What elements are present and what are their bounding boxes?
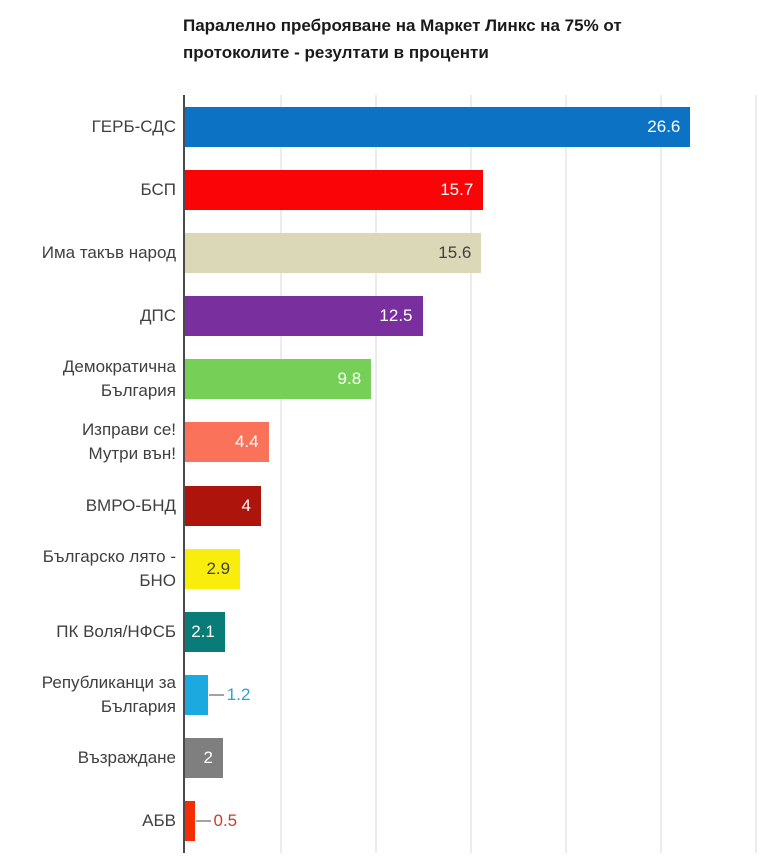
chart-row: Възраждане 2 [0,727,768,790]
bar: 2.9 [185,548,241,589]
chart-row: ПК Воля/НФСБ 2.1 [0,600,768,663]
chart-row: БСП 15.7 [0,158,768,221]
gridline [375,95,377,853]
chart-row: Демократична България 9.8 [0,348,768,411]
value-label: 0.5 [213,811,238,831]
category-label: АБВ [142,811,176,831]
category-label: Възраждане [77,748,176,768]
bar: 26.6 [185,106,691,147]
bar-group: 2.9 [185,548,241,589]
chart-row: Изправи се! Мутри вън! 4.4 [0,411,768,474]
bar-group: 26.6 [185,106,691,147]
chart-row: АБВ 0.5 [0,790,768,853]
bar-group: 4.4 [185,422,269,463]
category-label: ПК Воля/НФСБ [56,621,176,641]
value-connector-line [195,820,211,823]
gridline [280,95,282,853]
value-label: 9.8 [337,369,362,389]
gridline [470,95,472,853]
chart-row: Има такъв народ 15.6 [0,221,768,284]
bar-group: 0.5 [185,801,238,842]
bar-group: 15.6 [185,232,482,273]
value-label: 12.5 [379,306,413,326]
category-label: Демократична България [62,357,176,401]
value-label: 4 [241,495,251,515]
bar: 4.4 [185,422,269,463]
bar: 12.5 [185,296,423,337]
bar: 15.7 [185,169,484,210]
bar: 4 [185,485,261,526]
category-label: БСП [140,179,176,199]
gridline [755,95,757,853]
value-label: 1.2 [226,685,251,705]
value-label: 4.4 [234,432,259,452]
category-label: ВМРО-БНД [85,495,176,515]
bar-group: 2.1 [185,611,225,652]
bar: 2 [185,738,223,779]
value-label: 26.6 [647,116,681,136]
bar: 9.8 [185,359,372,400]
category-label: Българско лято - БНО [42,546,176,590]
bar-group: 12.5 [185,296,423,337]
bar: 2.1 [185,611,225,652]
bar-group: 2 [185,738,223,779]
bar-group: 1.2 [185,675,251,716]
bar-group: 9.8 [185,359,372,400]
bar: 15.6 [185,232,482,273]
category-label: Изправи се! Мутри вън! [81,420,176,464]
gridline [565,95,567,853]
chart-row: Българско лято - БНО 2.9 [0,537,768,600]
value-label: 15.7 [440,179,474,199]
y-axis-line [183,95,185,853]
value-label: 2 [203,748,213,768]
bar [185,801,195,842]
chart-row: ВМРО-БНД 4 [0,474,768,537]
category-label: Има такъв народ [41,242,176,262]
chart-row: ДПС 12.5 [0,285,768,348]
bar-group: 4 [185,485,261,526]
value-label: 2.1 [191,621,215,641]
bar [185,675,208,716]
bar-chart: ГЕРБ-СДС 26.6 БСП 15.7 Има такъв народ 15.6 ДП… [0,95,768,853]
gridline [660,95,662,853]
bar-group: 15.7 [185,169,484,210]
category-label: ДПС [139,306,176,326]
chart-title: Паралелно преброяване на Маркет Линкс на… [183,16,622,62]
chart-row: Републиканци за България 1.2 [0,664,768,727]
chart-row: ГЕРБ-СДС 26.6 [0,95,768,158]
category-label: Републиканци за България [41,673,176,717]
value-label: 2.9 [206,558,231,578]
value-connector-line [208,694,224,697]
category-label: ГЕРБ-СДС [91,116,176,136]
value-label: 15.6 [438,242,472,262]
